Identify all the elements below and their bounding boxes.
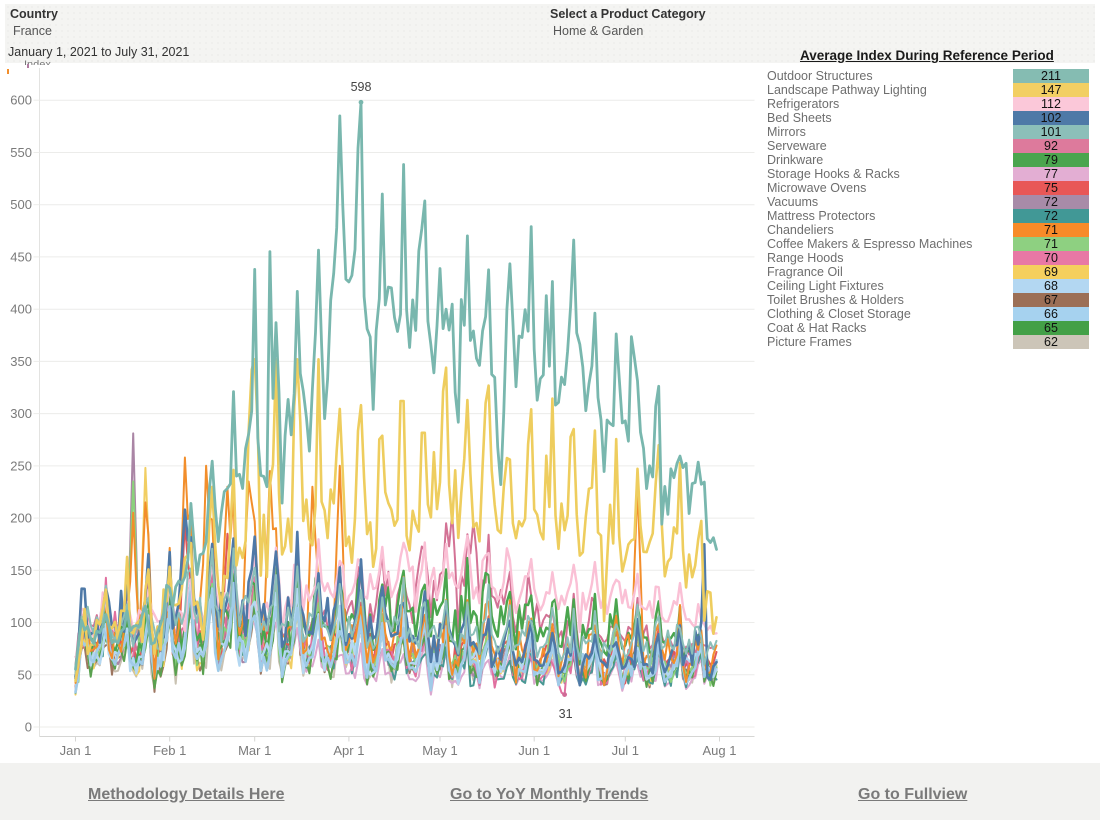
svg-text:250: 250 [10,458,32,473]
svg-text:200: 200 [10,511,32,526]
svg-text:Feb 1: Feb 1 [153,743,186,758]
svg-text:Jul 1: Jul 1 [612,743,639,758]
svg-text:May 1: May 1 [422,743,457,758]
svg-text:150: 150 [10,563,32,578]
svg-text:Jan 1: Jan 1 [60,743,92,758]
svg-text:300: 300 [10,406,32,421]
svg-text:500: 500 [10,197,32,212]
svg-text:350: 350 [10,354,32,369]
svg-text:0: 0 [25,720,32,735]
svg-text:598: 598 [351,80,372,94]
svg-text:Jun 1: Jun 1 [518,743,550,758]
svg-text:100: 100 [10,615,32,630]
svg-text:50: 50 [18,667,32,682]
svg-text:Aug 1: Aug 1 [703,743,737,758]
svg-text:400: 400 [10,302,32,317]
svg-text:31: 31 [559,707,573,721]
svg-text:Mar 1: Mar 1 [238,743,271,758]
svg-text:450: 450 [10,249,32,264]
svg-text:550: 550 [10,145,32,160]
svg-text:Apr 1: Apr 1 [333,743,364,758]
svg-text:600: 600 [10,93,32,108]
